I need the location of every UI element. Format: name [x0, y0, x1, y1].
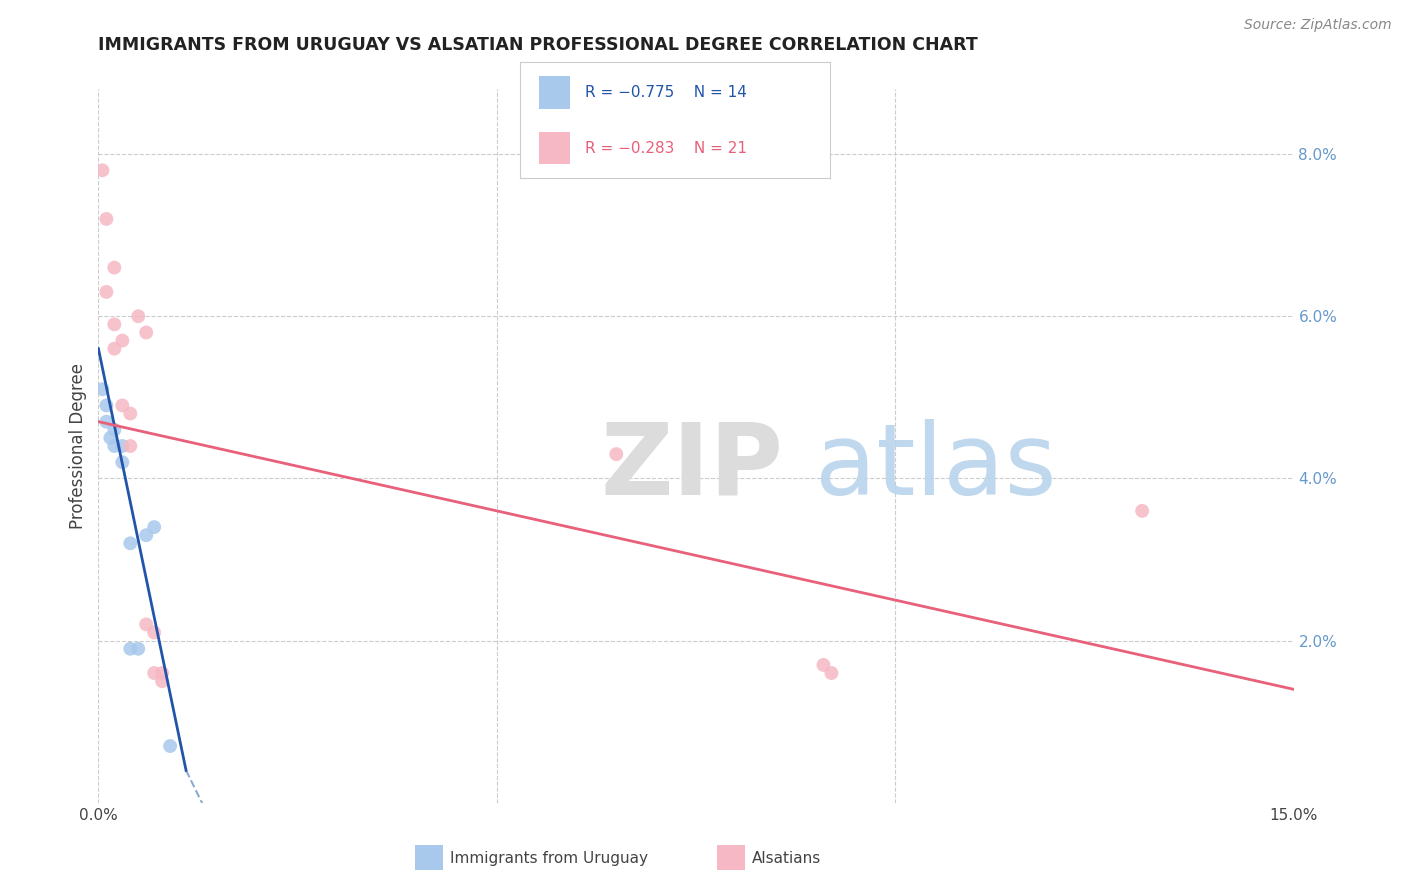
Point: [96, 211, 118, 226]
Point: [605, 447, 627, 461]
Point: [820, 666, 842, 681]
Point: [1130, 504, 1153, 518]
Point: [103, 318, 125, 332]
Text: Source: ZipAtlas.com: Source: ZipAtlas.com: [1244, 18, 1392, 32]
Text: atlas: atlas: [815, 419, 1057, 516]
Y-axis label: Professional Degree: Professional Degree: [69, 363, 87, 529]
Point: [111, 439, 134, 453]
Point: [120, 407, 142, 421]
Point: [159, 739, 181, 753]
Text: R = −0.775    N = 14: R = −0.775 N = 14: [585, 85, 747, 100]
Point: [91, 163, 114, 178]
Bar: [538, 77, 569, 109]
Point: [96, 399, 118, 413]
Point: [103, 423, 125, 437]
Point: [135, 326, 157, 340]
Point: [96, 415, 118, 429]
Point: [120, 641, 142, 656]
Point: [120, 536, 142, 550]
Point: [91, 382, 114, 396]
Text: ZIP: ZIP: [600, 419, 783, 516]
Text: R = −0.283    N = 21: R = −0.283 N = 21: [585, 141, 747, 156]
Point: [143, 666, 166, 681]
Text: IMMIGRANTS FROM URUGUAY VS ALSATIAN PROFESSIONAL DEGREE CORRELATION CHART: IMMIGRANTS FROM URUGUAY VS ALSATIAN PROF…: [98, 36, 979, 54]
Point: [150, 674, 173, 689]
Bar: [538, 132, 569, 164]
Point: [135, 617, 157, 632]
Point: [100, 431, 122, 445]
Point: [143, 520, 166, 534]
Point: [96, 285, 118, 299]
Point: [103, 342, 125, 356]
Text: Immigrants from Uruguay: Immigrants from Uruguay: [450, 851, 648, 865]
Text: Alsatians: Alsatians: [752, 851, 821, 865]
Point: [813, 657, 835, 672]
Point: [143, 625, 166, 640]
Point: [111, 455, 134, 469]
Point: [103, 439, 125, 453]
Point: [103, 260, 125, 275]
Point: [111, 334, 134, 348]
Point: [150, 666, 173, 681]
Point: [135, 528, 157, 542]
Point: [127, 641, 149, 656]
Point: [127, 310, 149, 324]
Point: [111, 399, 134, 413]
Point: [120, 439, 142, 453]
